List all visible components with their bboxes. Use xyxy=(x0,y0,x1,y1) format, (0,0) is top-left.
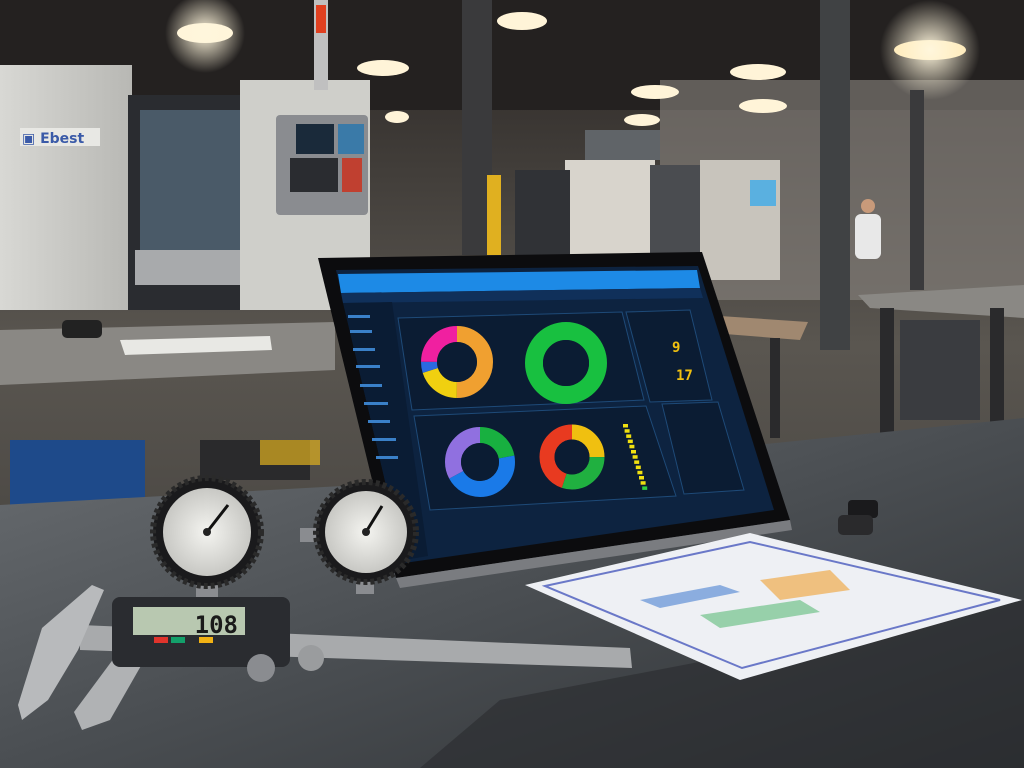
donut-center xyxy=(437,342,477,382)
status-indicator xyxy=(634,460,640,464)
status-indicator xyxy=(623,424,628,428)
donut-segment xyxy=(525,322,607,404)
side-metric: 17 xyxy=(676,368,693,384)
donut-center xyxy=(543,340,589,386)
donut-segment xyxy=(445,427,515,497)
app-toolbar xyxy=(341,288,703,303)
donut-segment xyxy=(445,427,515,497)
status-indicator xyxy=(624,429,630,433)
gauge-needle xyxy=(364,505,384,533)
status-indicator xyxy=(627,439,633,444)
caliper-button-red[interactable] xyxy=(154,637,168,643)
caliper-jaw-fixed xyxy=(18,585,104,720)
gauge-needle xyxy=(205,504,230,533)
tablet: 9 17 xyxy=(318,252,792,588)
caliper-lock-screw xyxy=(298,645,324,671)
caliper-reading: 108 xyxy=(195,611,238,639)
workbench-background xyxy=(720,285,1024,438)
app-title-bar xyxy=(338,270,700,293)
columns xyxy=(462,0,924,350)
status-indicator xyxy=(642,486,648,490)
report-document xyxy=(525,533,1022,680)
worker xyxy=(855,199,881,259)
donut-center xyxy=(461,443,499,481)
status-indicator xyxy=(635,465,641,470)
side-metric: 9 xyxy=(672,340,680,356)
status-indicator xyxy=(632,455,638,459)
status-indicator xyxy=(631,450,636,454)
caliper-lcd xyxy=(133,607,245,635)
donut-center xyxy=(554,439,590,475)
donut-segment xyxy=(539,424,605,490)
donut-charts xyxy=(421,322,607,497)
caliper-button-yellow[interactable] xyxy=(199,637,213,643)
status-indicator xyxy=(637,470,643,475)
ceiling-lights xyxy=(165,0,980,126)
digital-caliper: 108 xyxy=(18,585,632,730)
donut-segment xyxy=(539,424,605,490)
cnc-machine-background xyxy=(515,130,780,280)
caliper-thumb-wheel xyxy=(247,654,275,682)
sidebar-items xyxy=(348,315,398,459)
machine-logo: ▣ Ebest xyxy=(22,131,85,147)
pressure-gauge-right xyxy=(300,479,419,594)
caliper-button-green[interactable] xyxy=(171,637,185,643)
status-indicator xyxy=(626,434,632,438)
status-indicator xyxy=(629,444,635,449)
panel-side-top xyxy=(625,309,713,403)
status-indicator-list xyxy=(623,424,648,490)
cnc-machine-foreground: ▣ Ebest xyxy=(0,0,370,310)
machined-part xyxy=(838,500,878,535)
paper-sheet xyxy=(120,336,272,355)
donut-segment xyxy=(421,326,493,398)
status-indicator xyxy=(639,476,644,480)
panel-side-bottom xyxy=(661,401,745,495)
donut-segment xyxy=(421,326,493,398)
pressure-gauge-left xyxy=(150,475,264,597)
caliper-jaw-sliding xyxy=(74,650,150,730)
status-indicator xyxy=(640,481,646,485)
